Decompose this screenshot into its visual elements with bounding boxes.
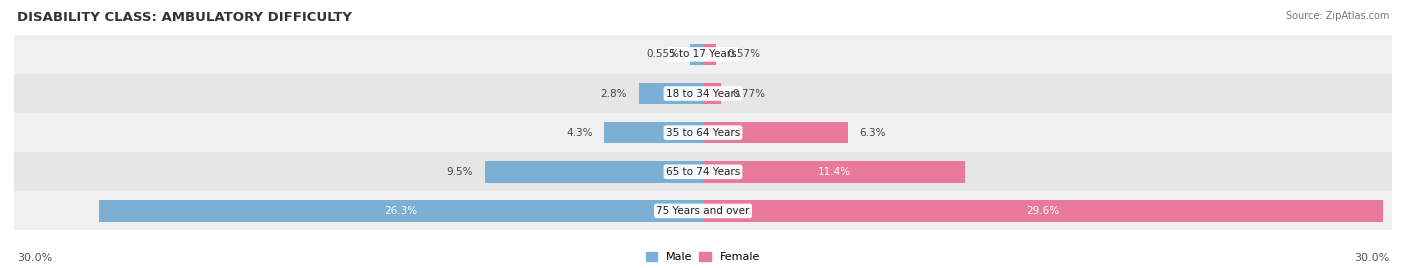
Bar [605,122,703,143]
Bar [703,161,965,183]
Text: 11.4%: 11.4% [817,167,851,177]
Text: 18 to 34 Years: 18 to 34 Years [666,88,740,99]
Bar [690,44,703,65]
Bar [703,44,716,65]
Text: Source: ZipAtlas.com: Source: ZipAtlas.com [1285,11,1389,21]
Text: 5 to 17 Years: 5 to 17 Years [669,49,737,59]
Bar [14,113,1392,152]
Text: 6.3%: 6.3% [859,128,886,138]
Bar [703,122,848,143]
Text: DISABILITY CLASS: AMBULATORY DIFFICULTY: DISABILITY CLASS: AMBULATORY DIFFICULTY [17,11,352,24]
Text: 26.3%: 26.3% [384,206,418,216]
Bar [14,152,1392,191]
Bar [703,200,1382,222]
Bar [485,161,703,183]
Bar [703,83,721,104]
Bar [14,74,1392,113]
Text: 30.0%: 30.0% [1354,253,1389,263]
Bar [98,200,703,222]
Text: 2.8%: 2.8% [600,88,627,99]
Text: 35 to 64 Years: 35 to 64 Years [666,128,740,138]
Text: 9.5%: 9.5% [447,167,474,177]
Text: 0.77%: 0.77% [733,88,765,99]
Text: 75 Years and over: 75 Years and over [657,206,749,216]
Text: 4.3%: 4.3% [567,128,593,138]
Text: 0.57%: 0.57% [727,49,761,59]
Bar [638,83,703,104]
Text: 29.6%: 29.6% [1026,206,1060,216]
Text: 0.55%: 0.55% [645,49,679,59]
Bar [14,191,1392,230]
Text: 65 to 74 Years: 65 to 74 Years [666,167,740,177]
Text: 30.0%: 30.0% [17,253,52,263]
Legend: Male, Female: Male, Female [647,252,759,262]
Bar [14,35,1392,74]
